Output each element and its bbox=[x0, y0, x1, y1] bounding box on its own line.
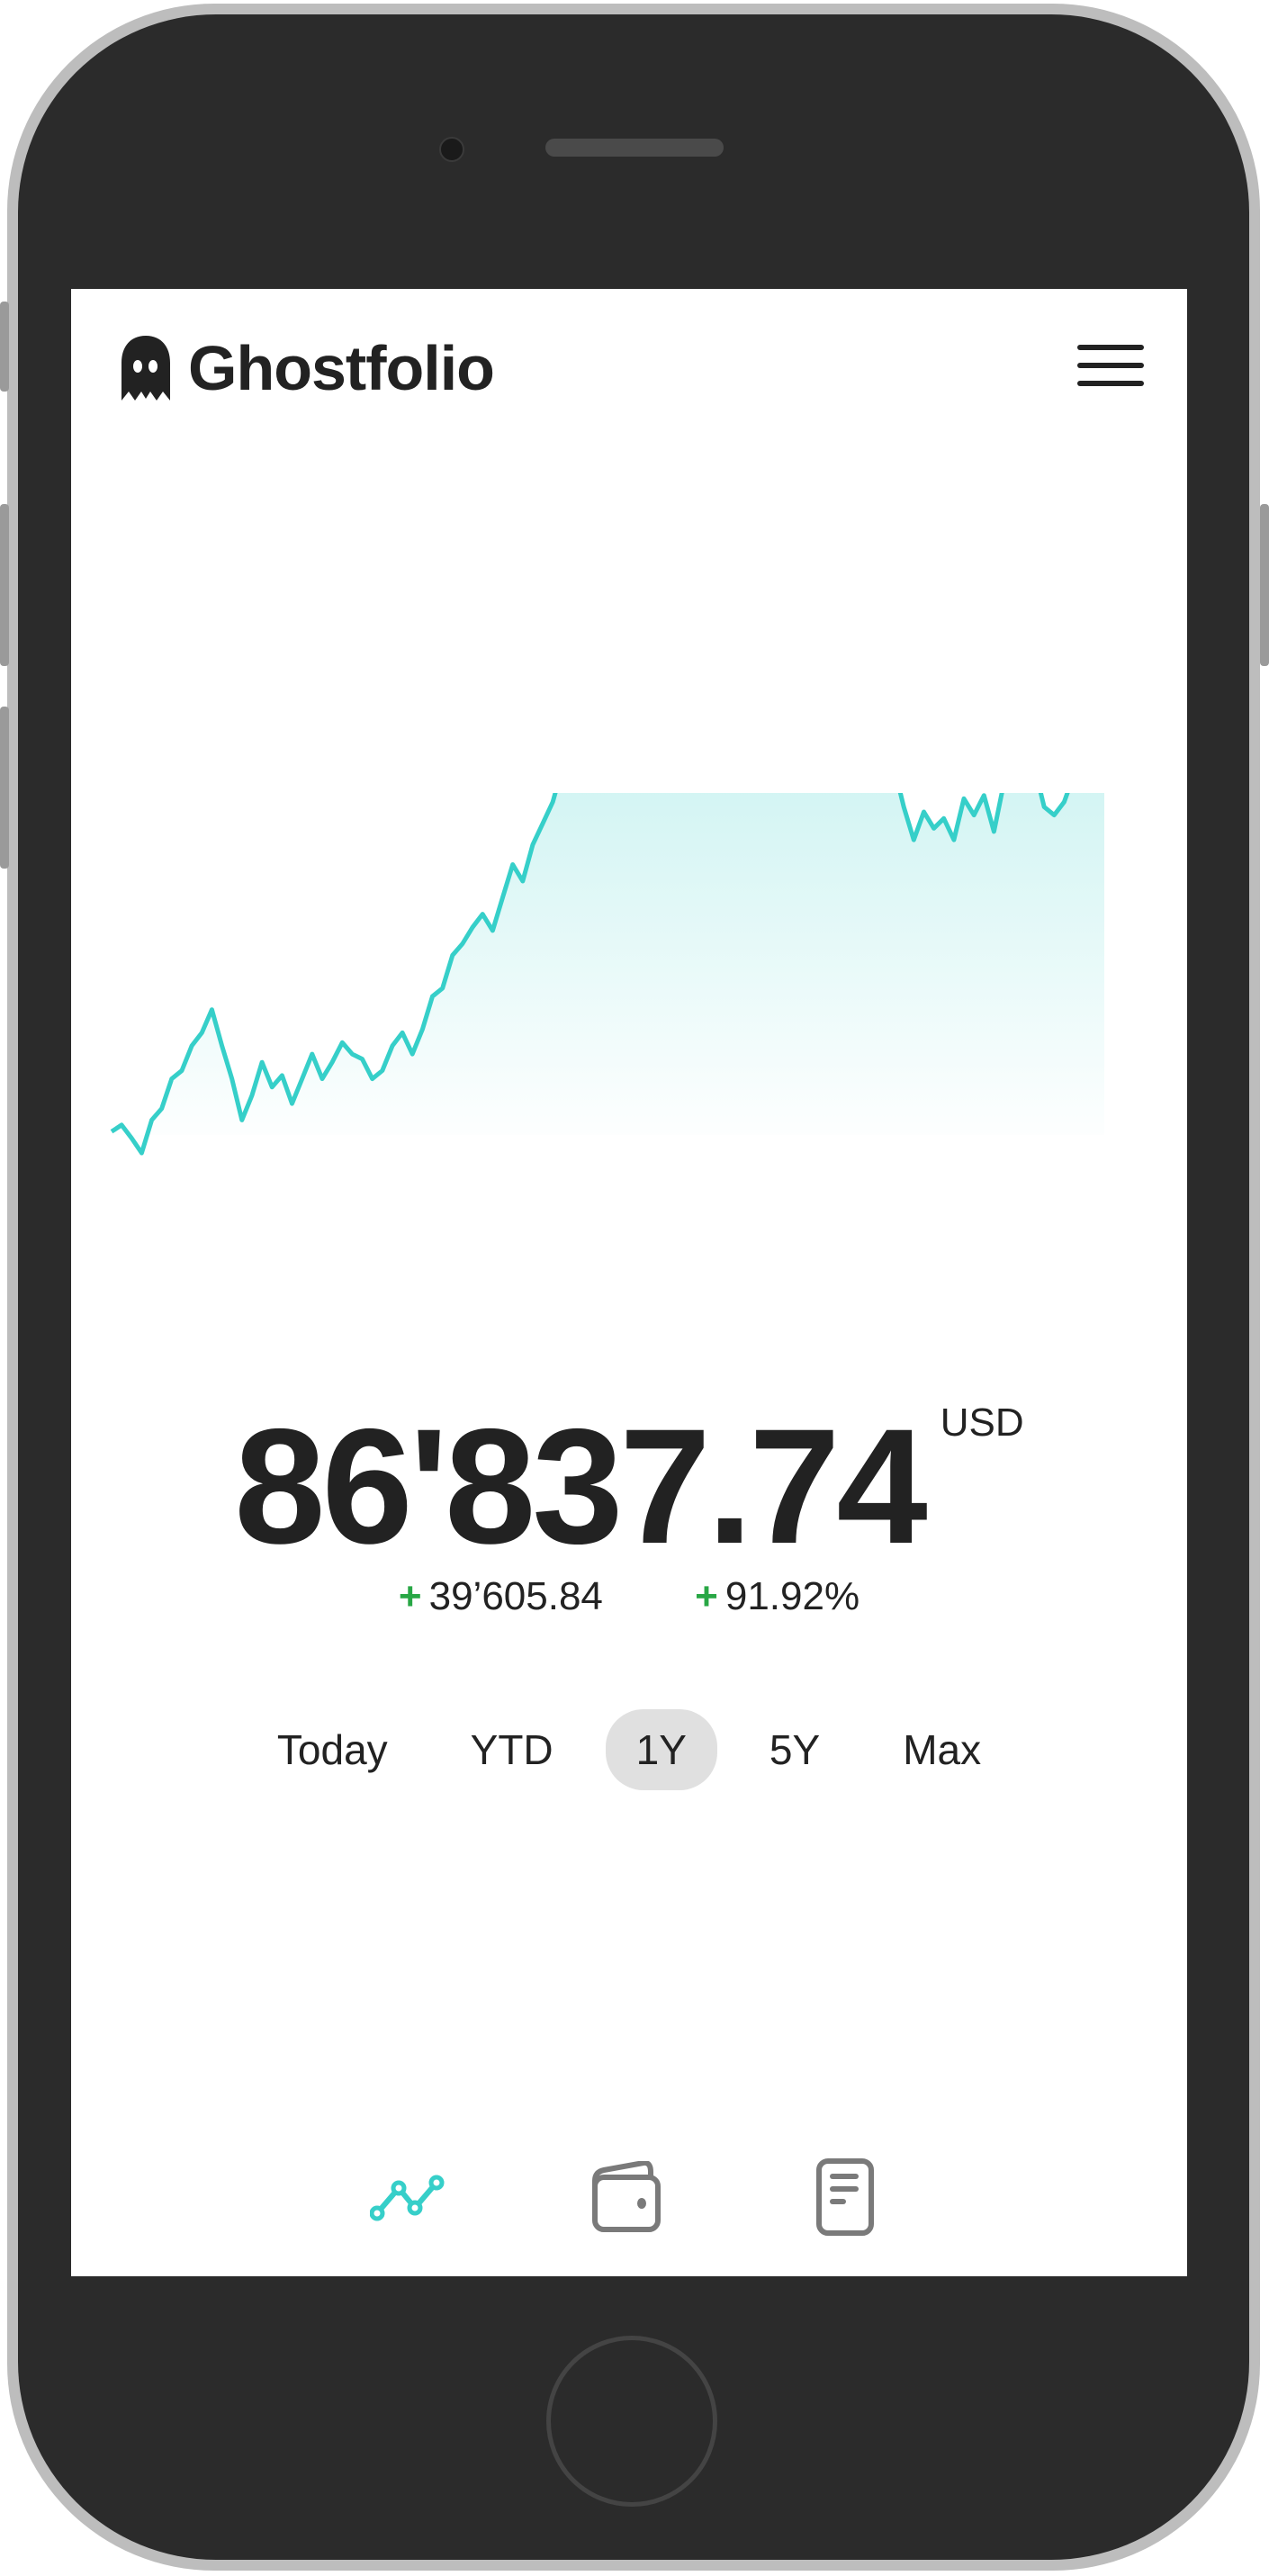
wallet-icon bbox=[592, 2161, 661, 2232]
chart-line bbox=[110, 793, 1070, 1156]
range-selector: Today YTD 1Y 5Y Max bbox=[71, 1709, 1187, 1790]
range-today[interactable]: Today bbox=[276, 1726, 388, 1773]
hamburger-menu-icon[interactable] bbox=[1077, 345, 1144, 386]
logo[interactable]: Ghostfolio bbox=[120, 332, 495, 404]
portfolio-value-row: 86'837.74 USD bbox=[71, 1396, 1187, 1576]
bottom-navigation bbox=[71, 2152, 1187, 2242]
range-5y[interactable]: 5Y bbox=[769, 1726, 821, 1773]
line-chart-icon bbox=[370, 2175, 445, 2221]
app-name: Ghostfolio bbox=[188, 333, 495, 403]
range-1y[interactable]: 1Y bbox=[605, 1709, 717, 1790]
volume-up-button bbox=[0, 504, 9, 666]
currency-label: USD bbox=[940, 1401, 1024, 1445]
portfolio-value: 86'837.74 bbox=[234, 1394, 927, 1578]
nav-portfolio[interactable] bbox=[584, 2152, 674, 2242]
range-max[interactable]: Max bbox=[903, 1726, 982, 1773]
performance-changes: +39’605.84 +91.92% bbox=[71, 1574, 1187, 1619]
earpiece-speaker bbox=[545, 139, 724, 157]
power-button bbox=[1260, 504, 1269, 666]
ghost-icon bbox=[122, 336, 170, 401]
volume-down-button bbox=[0, 707, 9, 869]
performance-chart bbox=[110, 793, 1104, 1156]
document-icon bbox=[816, 2158, 874, 2236]
absolute-change-value: 39’605.84 bbox=[428, 1574, 603, 1618]
nav-activities[interactable] bbox=[800, 2152, 890, 2242]
front-camera bbox=[439, 137, 464, 162]
absolute-change: +39’605.84 bbox=[399, 1574, 603, 1619]
nav-analysis[interactable] bbox=[368, 2152, 458, 2242]
home-button[interactable] bbox=[546, 2336, 717, 2507]
plus-sign: + bbox=[695, 1574, 718, 1618]
mute-switch bbox=[0, 302, 9, 392]
app-screen: Ghostfolio 86'837.74 USD +39’605.84 +91.… bbox=[71, 289, 1187, 2276]
plus-sign: + bbox=[398, 1574, 422, 1618]
percent-change-value: 91.92% bbox=[724, 1574, 860, 1618]
range-ytd[interactable]: YTD bbox=[470, 1726, 554, 1773]
chart-area-fill bbox=[112, 793, 1104, 1153]
percent-change: +91.92% bbox=[695, 1574, 860, 1619]
